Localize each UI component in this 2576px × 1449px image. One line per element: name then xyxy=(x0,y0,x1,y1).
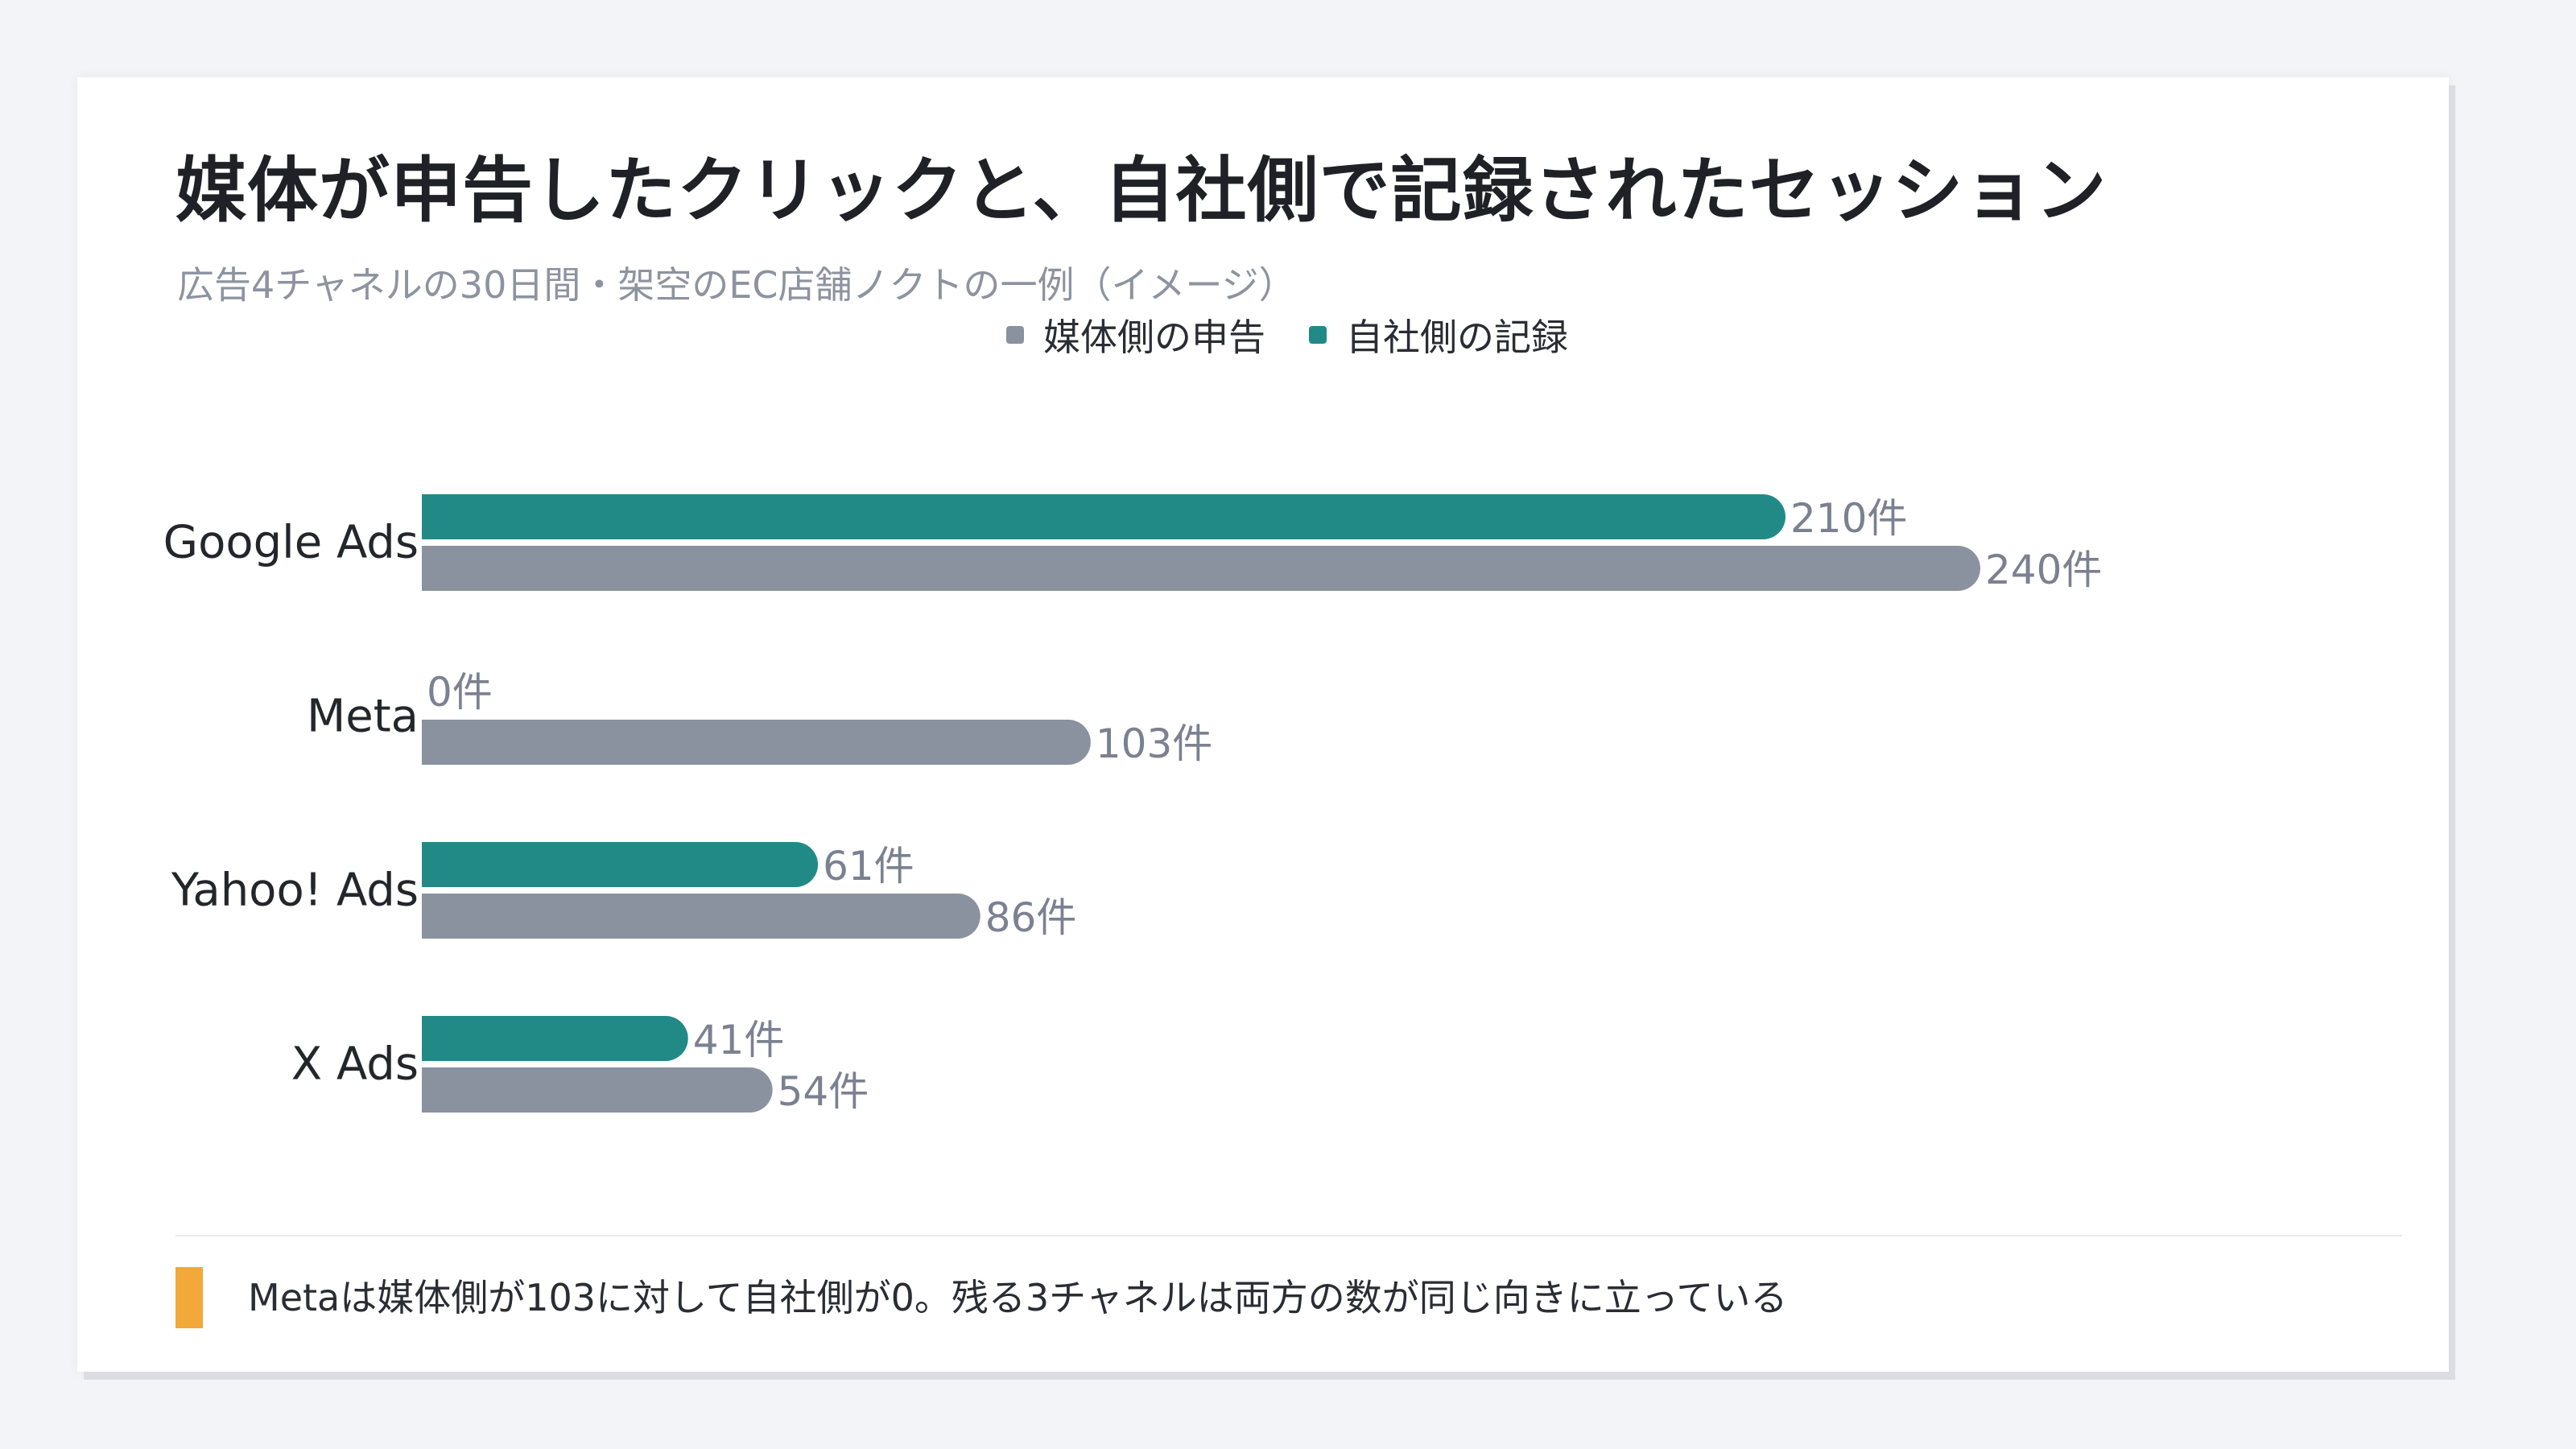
category-label: X Ads xyxy=(291,1038,419,1091)
data-label-recorded: 0件 xyxy=(427,669,493,716)
chart-title: 媒体が申告したクリックと、自社側で記録されたセッション xyxy=(175,149,2107,232)
bar-reported xyxy=(422,720,1091,765)
chart-legend: 媒体側の申告 自社側の記録 xyxy=(77,311,2449,359)
legend-item-recorded: 自社側の記録 xyxy=(1309,311,1568,359)
bar-recorded xyxy=(422,494,1785,539)
data-label-reported: 103件 xyxy=(1096,720,1212,767)
bar-recorded xyxy=(422,1016,688,1061)
data-label-recorded: 61件 xyxy=(823,843,914,890)
data-label-reported: 240件 xyxy=(1985,547,2102,593)
chart-subtitle: 広告4チャネルの30日間・架空のEC店舗ノクトの一例（イメージ） xyxy=(177,263,1296,307)
category-label: Yahoo! Ads xyxy=(171,865,419,917)
bar-reported xyxy=(422,546,1980,591)
legend-label-recorded: 自社側の記録 xyxy=(1346,316,1568,359)
category-label: Google Ads xyxy=(163,517,419,569)
bar-chart-plot: Google Ads 210件 240件 Meta 0件 103件 Yahoo! Ads 61… xyxy=(163,494,2102,1115)
legend-swatch-recorded xyxy=(1309,326,1327,344)
bar-recorded xyxy=(422,842,819,887)
note-marker xyxy=(175,1267,203,1328)
note-divider xyxy=(175,1235,2402,1236)
data-label-recorded: 210件 xyxy=(1790,495,1907,542)
category-label: Meta xyxy=(307,691,419,743)
bar-reported xyxy=(422,1067,773,1113)
data-label-recorded: 41件 xyxy=(693,1017,785,1063)
legend-swatch-reported xyxy=(1006,326,1024,344)
legend-item-reported: 媒体側の申告 xyxy=(1006,311,1265,359)
note-text: Metaは媒体側が103に対して自社側が0。残る3チャネルは両方の数が同じ向きに… xyxy=(248,1276,1788,1319)
chart-card: 媒体が申告したクリックと、自社側で記録されたセッション 広告4チャネルの30日間… xyxy=(77,77,2449,1372)
bar-reported xyxy=(422,894,980,939)
data-label-reported: 86件 xyxy=(985,894,1077,941)
data-label-reported: 54件 xyxy=(778,1068,869,1115)
legend-label-reported: 媒体側の申告 xyxy=(1043,316,1265,359)
